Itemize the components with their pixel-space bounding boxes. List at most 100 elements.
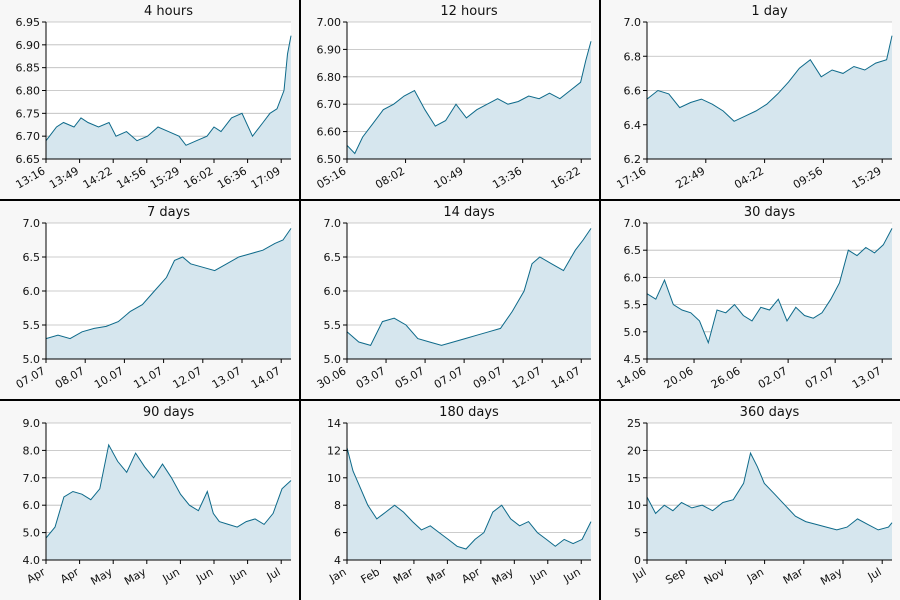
y-tick-label: 5.0 bbox=[23, 353, 41, 366]
y-tick-label: 0 bbox=[634, 554, 641, 567]
y-tick-label: 6.5 bbox=[324, 251, 342, 264]
series-area bbox=[46, 444, 291, 560]
y-tick-label: 9.0 bbox=[23, 417, 41, 430]
chart-panel: 30 days 4.5 5.0 5.5 6.0 6.5 7.0 14.06 20.06 26.06… bbox=[601, 201, 900, 399]
x-tick-label: 13:49 bbox=[47, 164, 81, 191]
x-tick-label: Jan bbox=[326, 565, 348, 585]
y-tick-label: 14 bbox=[327, 417, 341, 430]
series-line bbox=[346, 228, 592, 346]
y-tick-label: 6.80 bbox=[16, 85, 41, 98]
y-tick-label: 6.2 bbox=[624, 153, 642, 166]
y-tick-label: 6.80 bbox=[317, 71, 342, 84]
y-tick-label: 25 bbox=[627, 417, 641, 430]
chart-panel: 12 hours 6.50 6.60 6.70 6.80 6.90 7.00 05:16 08:… bbox=[301, 0, 599, 199]
x-tick-label: 26.06 bbox=[709, 364, 743, 391]
series-area bbox=[347, 228, 591, 359]
x-tick-label: 14:56 bbox=[114, 164, 148, 191]
x-tick-label: Mar bbox=[391, 565, 416, 587]
y-tick-label: 6.6 bbox=[624, 85, 642, 98]
chart-svg: 12 hours 6.50 6.60 6.70 6.80 6.90 7.00 05:16 08:… bbox=[315, 4, 592, 191]
x-tick-label: 15:29 bbox=[148, 164, 182, 191]
y-tick-label: 4.5 bbox=[624, 353, 642, 366]
series-area bbox=[647, 228, 892, 359]
x-tick-label: 09:56 bbox=[791, 164, 825, 191]
x-tick-label: 12.07 bbox=[510, 364, 544, 391]
x-tick-label: 14:22 bbox=[81, 164, 115, 191]
x-tick-label: 05:16 bbox=[315, 164, 349, 191]
x-tick-label: Jun bbox=[160, 565, 182, 585]
y-tick-label: 7.0 bbox=[23, 472, 41, 485]
x-tick-label: 08.07 bbox=[53, 364, 87, 391]
x-tick-label: 14.07 bbox=[249, 364, 283, 391]
chart-svg: 7 days 5.0 5.5 6.0 6.5 7.0 07.07 08.07 10.07 11.0… bbox=[14, 205, 292, 391]
x-tick-label: 13:16 bbox=[14, 164, 48, 191]
x-tick-label: Jun bbox=[227, 565, 249, 585]
x-tick-label: 17:09 bbox=[249, 164, 283, 191]
chart-title: 12 hours bbox=[440, 4, 497, 19]
chart-svg: 360 days 0 5 10 15 20 25 Jul Sep Nov Jan Mar May Jul bbox=[627, 405, 893, 588]
x-tick-label: 07.07 bbox=[432, 364, 466, 391]
y-tick-label: 8.0 bbox=[23, 444, 41, 457]
x-tick-label: Jun bbox=[560, 565, 582, 585]
series-line bbox=[45, 35, 292, 146]
series-area bbox=[347, 41, 591, 160]
y-tick-label: 6.4 bbox=[624, 119, 642, 132]
chart-svg: 4 hours 6.65 6.70 6.75 6.80 6.85 6.90 6.95 13:16… bbox=[14, 4, 292, 191]
y-tick-label: 5.0 bbox=[624, 326, 642, 339]
y-tick-label: 5 bbox=[634, 527, 641, 540]
y-tick-label: 10 bbox=[627, 499, 641, 512]
x-tick-label: 16:02 bbox=[182, 164, 216, 191]
series-line bbox=[45, 228, 292, 340]
x-tick-label: 02.07 bbox=[756, 364, 790, 391]
x-tick-label: 07.07 bbox=[803, 364, 837, 391]
x-tick-label: 05.07 bbox=[393, 364, 427, 391]
x-tick-label: 12.07 bbox=[171, 364, 205, 391]
y-tick-label: 6.85 bbox=[16, 62, 41, 75]
x-tick-label: Mar bbox=[781, 565, 806, 587]
y-tick-label: 5.5 bbox=[324, 319, 342, 332]
series-area bbox=[647, 35, 892, 160]
x-tick-label: May bbox=[88, 565, 115, 588]
x-tick-label: Jan bbox=[744, 565, 766, 585]
x-tick-label: Sep bbox=[663, 565, 687, 587]
series-line bbox=[45, 443, 292, 539]
chart-title: 7 days bbox=[147, 205, 190, 220]
series-area bbox=[347, 447, 591, 560]
x-tick-label: Feb bbox=[359, 565, 382, 586]
x-tick-label: 13:36 bbox=[490, 164, 524, 191]
x-tick-label: 03.07 bbox=[354, 364, 388, 391]
y-tick-label: 6.70 bbox=[16, 130, 41, 143]
x-tick-label: 09.07 bbox=[471, 364, 505, 391]
chart-title: 180 days bbox=[439, 405, 499, 420]
x-tick-label: 13.07 bbox=[850, 364, 884, 391]
y-tick-label: 7.0 bbox=[624, 16, 642, 29]
y-tick-label: 5.0 bbox=[324, 353, 342, 366]
y-tick-label: 20 bbox=[627, 444, 641, 457]
y-tick-label: 4.0 bbox=[23, 554, 41, 567]
y-tick-label: 6.0 bbox=[23, 285, 41, 298]
series-area bbox=[46, 35, 291, 160]
x-tick-label: Apr bbox=[459, 565, 482, 586]
y-tick-label: 6 bbox=[334, 527, 341, 540]
y-tick-label: 6.0 bbox=[23, 499, 41, 512]
y-tick-label: 5.5 bbox=[23, 319, 41, 332]
x-tick-label: May bbox=[122, 565, 149, 588]
y-tick-label: 6.90 bbox=[317, 43, 342, 56]
x-tick-label: Nov bbox=[702, 565, 728, 587]
panel-separator bbox=[599, 0, 601, 600]
y-tick-label: 6.70 bbox=[317, 98, 342, 111]
y-tick-label: 5.0 bbox=[23, 527, 41, 540]
y-tick-label: 7.0 bbox=[23, 217, 41, 230]
chart-title: 90 days bbox=[143, 405, 195, 420]
series-line bbox=[346, 41, 592, 155]
y-tick-label: 6.5 bbox=[624, 244, 642, 257]
series-line bbox=[346, 447, 592, 550]
chart-title: 360 days bbox=[740, 405, 800, 420]
y-tick-label: 15 bbox=[627, 472, 641, 485]
chart-panel: 360 days 0 5 10 15 20 25 Jul Sep Nov Jan Mar May Jul bbox=[601, 401, 900, 600]
y-tick-label: 4 bbox=[334, 554, 341, 567]
x-tick-label: 14.06 bbox=[615, 364, 649, 391]
x-tick-label: 14.07 bbox=[549, 364, 583, 391]
y-tick-label: 6.90 bbox=[16, 39, 41, 52]
